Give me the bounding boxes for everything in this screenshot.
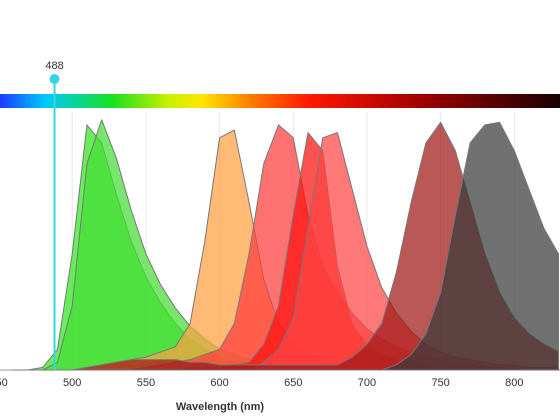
- x-tick-label: 500: [63, 377, 81, 389]
- x-tick-label: 550: [137, 377, 155, 389]
- x-tick-label: 650: [284, 377, 302, 389]
- x-tick-label: 600: [210, 377, 228, 389]
- x-tick-label: 700: [358, 377, 376, 389]
- laser-label: 488: [45, 60, 63, 72]
- x-tick-label: 750: [431, 377, 449, 389]
- spectrum-area: [12, 121, 560, 371]
- x-tick-label: 450: [0, 377, 8, 389]
- x-tick-label: 800: [505, 377, 523, 389]
- laser-handle: [49, 74, 60, 84]
- spectrum-bar: [0, 94, 560, 108]
- x-axis-title: Wavelength (nm): [176, 401, 265, 413]
